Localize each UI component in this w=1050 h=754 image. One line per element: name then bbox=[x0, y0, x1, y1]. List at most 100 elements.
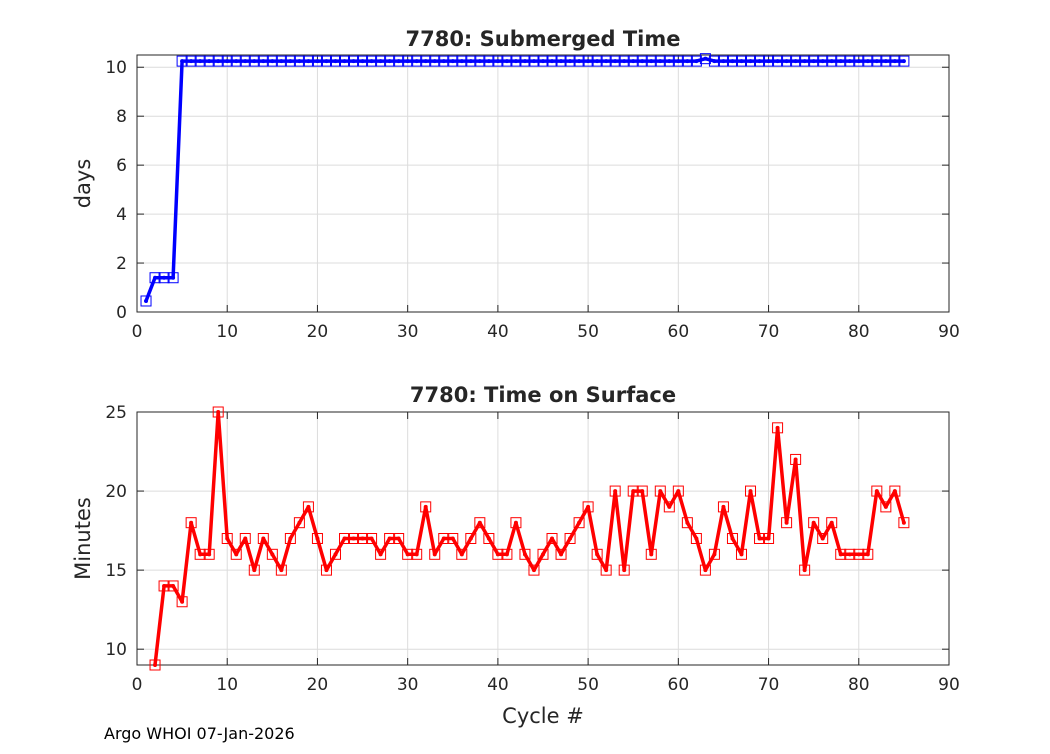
data-point-marker bbox=[212, 406, 224, 418]
data-point-marker bbox=[230, 55, 242, 67]
data-point-dot bbox=[477, 520, 482, 525]
data-point-marker bbox=[402, 55, 414, 67]
data-point-dot bbox=[667, 504, 672, 509]
x-tick-label: 70 bbox=[758, 322, 780, 342]
data-point-marker bbox=[537, 55, 549, 67]
data-point-dot bbox=[468, 536, 473, 541]
data-point-marker bbox=[302, 501, 314, 513]
y-tick-label: 25 bbox=[105, 403, 127, 423]
data-point-dot bbox=[757, 59, 762, 64]
data-point-marker bbox=[708, 548, 720, 560]
data-point-marker bbox=[519, 548, 531, 560]
data-point-marker bbox=[681, 517, 693, 529]
data-point-marker bbox=[582, 55, 594, 67]
data-point-dot bbox=[360, 59, 365, 64]
data-point-marker bbox=[483, 55, 495, 67]
data-point-marker bbox=[844, 55, 856, 67]
data-point-dot bbox=[838, 59, 843, 64]
data-point-dot bbox=[874, 59, 879, 64]
data-point-marker bbox=[690, 55, 702, 67]
data-point-marker bbox=[790, 453, 802, 465]
data-point-dot bbox=[577, 59, 582, 64]
data-point-marker bbox=[826, 517, 838, 529]
data-point-dot bbox=[459, 59, 464, 64]
data-point-marker bbox=[420, 501, 432, 513]
data-point-marker bbox=[384, 533, 396, 544]
data-point-dot bbox=[748, 59, 753, 64]
data-point-dot bbox=[189, 520, 194, 525]
data-point-dot bbox=[279, 59, 284, 64]
data-point-marker bbox=[456, 55, 468, 67]
data-point-dot bbox=[243, 59, 248, 64]
y-tick-label: 20 bbox=[105, 482, 127, 502]
data-point-dot bbox=[793, 59, 798, 64]
data-point-marker bbox=[339, 55, 351, 67]
data-point-marker bbox=[501, 548, 513, 560]
data-point-dot bbox=[450, 536, 455, 541]
data-point-marker bbox=[320, 564, 332, 576]
data-point-marker bbox=[817, 533, 829, 544]
y-tick-label: 2 bbox=[116, 254, 127, 274]
data-point-marker bbox=[889, 55, 901, 67]
data-point-dot bbox=[324, 568, 329, 573]
data-point-marker bbox=[167, 580, 179, 592]
data-point-dot bbox=[396, 59, 401, 64]
data-point-dot bbox=[414, 552, 419, 557]
data-point-marker bbox=[772, 422, 784, 434]
data-point-marker bbox=[889, 485, 901, 497]
data-point-marker bbox=[375, 55, 387, 67]
data-point-dot bbox=[595, 552, 600, 557]
data-point-dot bbox=[541, 59, 545, 64]
axes-box bbox=[136, 411, 950, 666]
data-point-dot bbox=[577, 520, 582, 525]
data-point-dot bbox=[315, 536, 320, 541]
data-point-marker bbox=[871, 55, 883, 67]
x-axis-label: Cycle # bbox=[502, 704, 584, 728]
data-point-dot bbox=[252, 568, 257, 573]
data-point-dot bbox=[243, 536, 248, 541]
data-point-marker bbox=[591, 55, 603, 67]
data-point-marker bbox=[465, 55, 477, 67]
data-point-marker bbox=[257, 533, 269, 544]
data-point-dot bbox=[748, 489, 753, 494]
data-point-marker bbox=[293, 55, 305, 67]
data-point-dot bbox=[712, 59, 717, 64]
data-point-marker bbox=[618, 55, 630, 67]
data-point-marker bbox=[618, 564, 630, 576]
data-point-dot bbox=[216, 59, 221, 64]
data-point-dot bbox=[622, 568, 627, 573]
data-point-dot bbox=[739, 59, 744, 64]
data-point-dot bbox=[541, 552, 545, 557]
data-point-marker bbox=[754, 55, 766, 67]
data-point-dot bbox=[486, 536, 491, 541]
data-point-dot bbox=[252, 59, 257, 64]
data-point-dot bbox=[640, 59, 645, 64]
data-point-dot bbox=[811, 59, 816, 64]
x-tick-label: 40 bbox=[487, 675, 509, 695]
data-point-dot bbox=[531, 59, 536, 64]
data-point-dot bbox=[153, 663, 158, 667]
data-point-dot bbox=[234, 552, 239, 557]
data-point-dot bbox=[270, 552, 275, 557]
data-point-marker bbox=[681, 55, 693, 67]
data-point-marker bbox=[366, 533, 378, 544]
data-point-marker bbox=[871, 485, 883, 497]
data-point-marker bbox=[447, 533, 459, 544]
data-point-marker bbox=[447, 55, 459, 67]
data-point-dot bbox=[631, 59, 636, 64]
y-tick-label: 8 bbox=[116, 107, 127, 127]
data-point-dot bbox=[171, 275, 176, 280]
data-point-marker bbox=[555, 55, 567, 67]
data-point-marker bbox=[320, 55, 332, 67]
data-point-marker bbox=[329, 548, 341, 560]
data-point-marker bbox=[844, 548, 856, 560]
data-point-dot bbox=[513, 520, 518, 525]
data-point-marker bbox=[537, 548, 549, 560]
data-point-marker bbox=[293, 517, 305, 529]
data-point-dot bbox=[522, 59, 527, 64]
data-point-dot bbox=[432, 552, 437, 557]
data-point-dot bbox=[216, 410, 221, 414]
data-point-marker bbox=[483, 533, 495, 544]
footer-credit: Argo WHOI 07-Jan-2026 bbox=[104, 724, 295, 743]
